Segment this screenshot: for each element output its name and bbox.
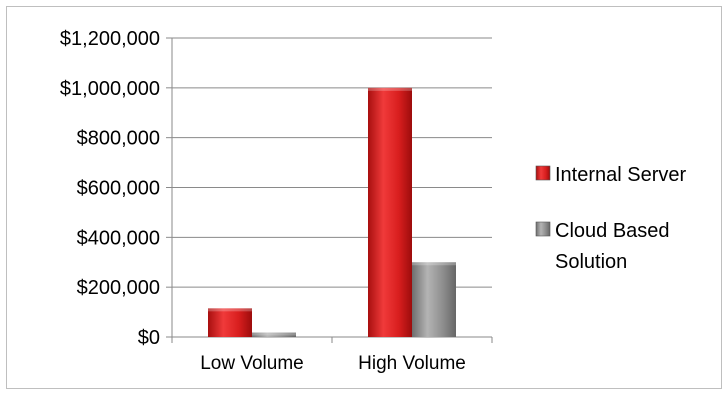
bar-highlight (368, 87, 412, 91)
bar-cloud-based-low-volume (252, 332, 296, 337)
bar-highlight (252, 332, 296, 336)
legend-label: Internal Server (555, 164, 687, 186)
chart-frame (6, 6, 722, 389)
bar-highlight (412, 262, 456, 266)
x-category-label: High Volume (358, 353, 466, 374)
y-tick-label: $0 (138, 327, 160, 349)
grid-lines (172, 37, 492, 288)
legend: Internal Server Cloud Based Solution (535, 164, 687, 273)
y-tick-label: $600,000 (77, 178, 160, 200)
legend-swatch (535, 221, 551, 237)
legend-swatch (535, 165, 551, 181)
x-category-labels: Low Volume High Volume (200, 353, 466, 374)
bar-highlight (208, 308, 252, 312)
bar-internal-server-high-volume (368, 87, 412, 337)
y-tick-label: $1,200,000 (60, 28, 160, 50)
y-tick-label: $400,000 (77, 227, 160, 249)
legend-label: Solution (555, 251, 627, 273)
x-category-label: Low Volume (200, 353, 304, 374)
bars (208, 87, 456, 337)
y-tick-label: $1,000,000 (60, 78, 160, 100)
y-tick-label: $200,000 (77, 277, 160, 299)
bar-cloud-based-high-volume (412, 262, 456, 337)
y-tick-label: $800,000 (77, 128, 160, 150)
legend-label: Cloud Based (555, 220, 670, 242)
bar-internal-server-low-volume (208, 308, 252, 337)
y-tick-labels: $0 $200,000 $400,000 $600,000 $800,000 $1,000… (60, 28, 160, 349)
